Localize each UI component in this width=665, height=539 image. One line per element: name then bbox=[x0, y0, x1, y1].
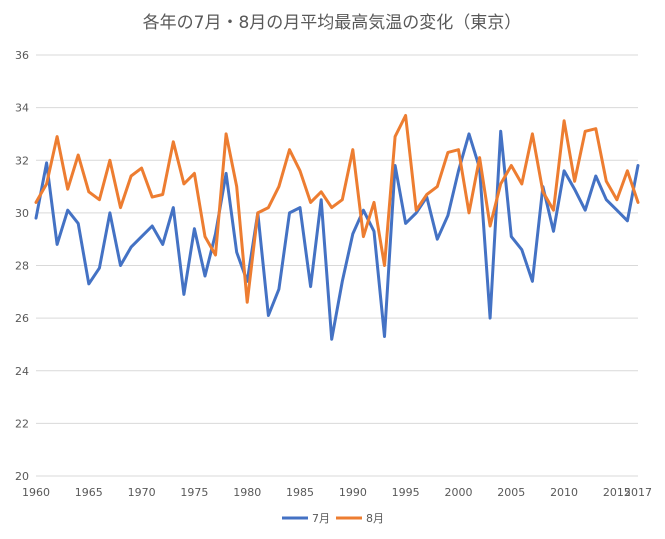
y-tick-label: 26 bbox=[15, 312, 29, 325]
x-tick-label: 1995 bbox=[392, 486, 420, 499]
legend-label: 7月 bbox=[312, 512, 330, 525]
series-line-1 bbox=[34, 129, 640, 341]
x-tick-label: 1960 bbox=[22, 486, 50, 499]
x-tick-label: 2015 bbox=[603, 486, 631, 499]
x-tick-label: 1990 bbox=[339, 486, 367, 499]
x-tick-label: 1975 bbox=[180, 486, 208, 499]
x-tick-label: 1970 bbox=[128, 486, 156, 499]
y-tick-label: 30 bbox=[15, 207, 29, 220]
y-tick-label: 36 bbox=[15, 49, 29, 62]
y-tick-label: 34 bbox=[15, 102, 29, 115]
x-tick-label: 1985 bbox=[286, 486, 314, 499]
y-tick-label: 32 bbox=[15, 154, 29, 167]
x-tick-label: 2010 bbox=[550, 486, 578, 499]
x-tick-label: 1980 bbox=[233, 486, 261, 499]
x-tick-label: 1965 bbox=[75, 486, 103, 499]
series-lines bbox=[34, 114, 640, 341]
chart-title: 各年の7月・8月の月平均最高気温の変化（東京） bbox=[143, 13, 522, 33]
y-tick-label: 22 bbox=[15, 417, 29, 430]
x-tick-label: 2005 bbox=[497, 486, 525, 499]
legend-label: 8月 bbox=[366, 512, 384, 525]
x-axis-ticks: 1960 1965 1970 1975 1980 1985 1990 1995 2000 2005… bbox=[22, 486, 652, 499]
grid bbox=[36, 54, 638, 477]
y-tick-label: 20 bbox=[15, 470, 29, 483]
series-line-2 bbox=[34, 114, 640, 304]
y-axis-ticks: 20 22 24 26 28 30 32 34 36 bbox=[15, 49, 29, 483]
x-tick-label: 2000 bbox=[444, 486, 472, 499]
x-tick-label: 2017 bbox=[624, 486, 652, 499]
y-tick-label: 28 bbox=[15, 260, 29, 273]
legend: 7月 8月 bbox=[282, 512, 384, 525]
y-tick-label: 24 bbox=[15, 365, 29, 378]
